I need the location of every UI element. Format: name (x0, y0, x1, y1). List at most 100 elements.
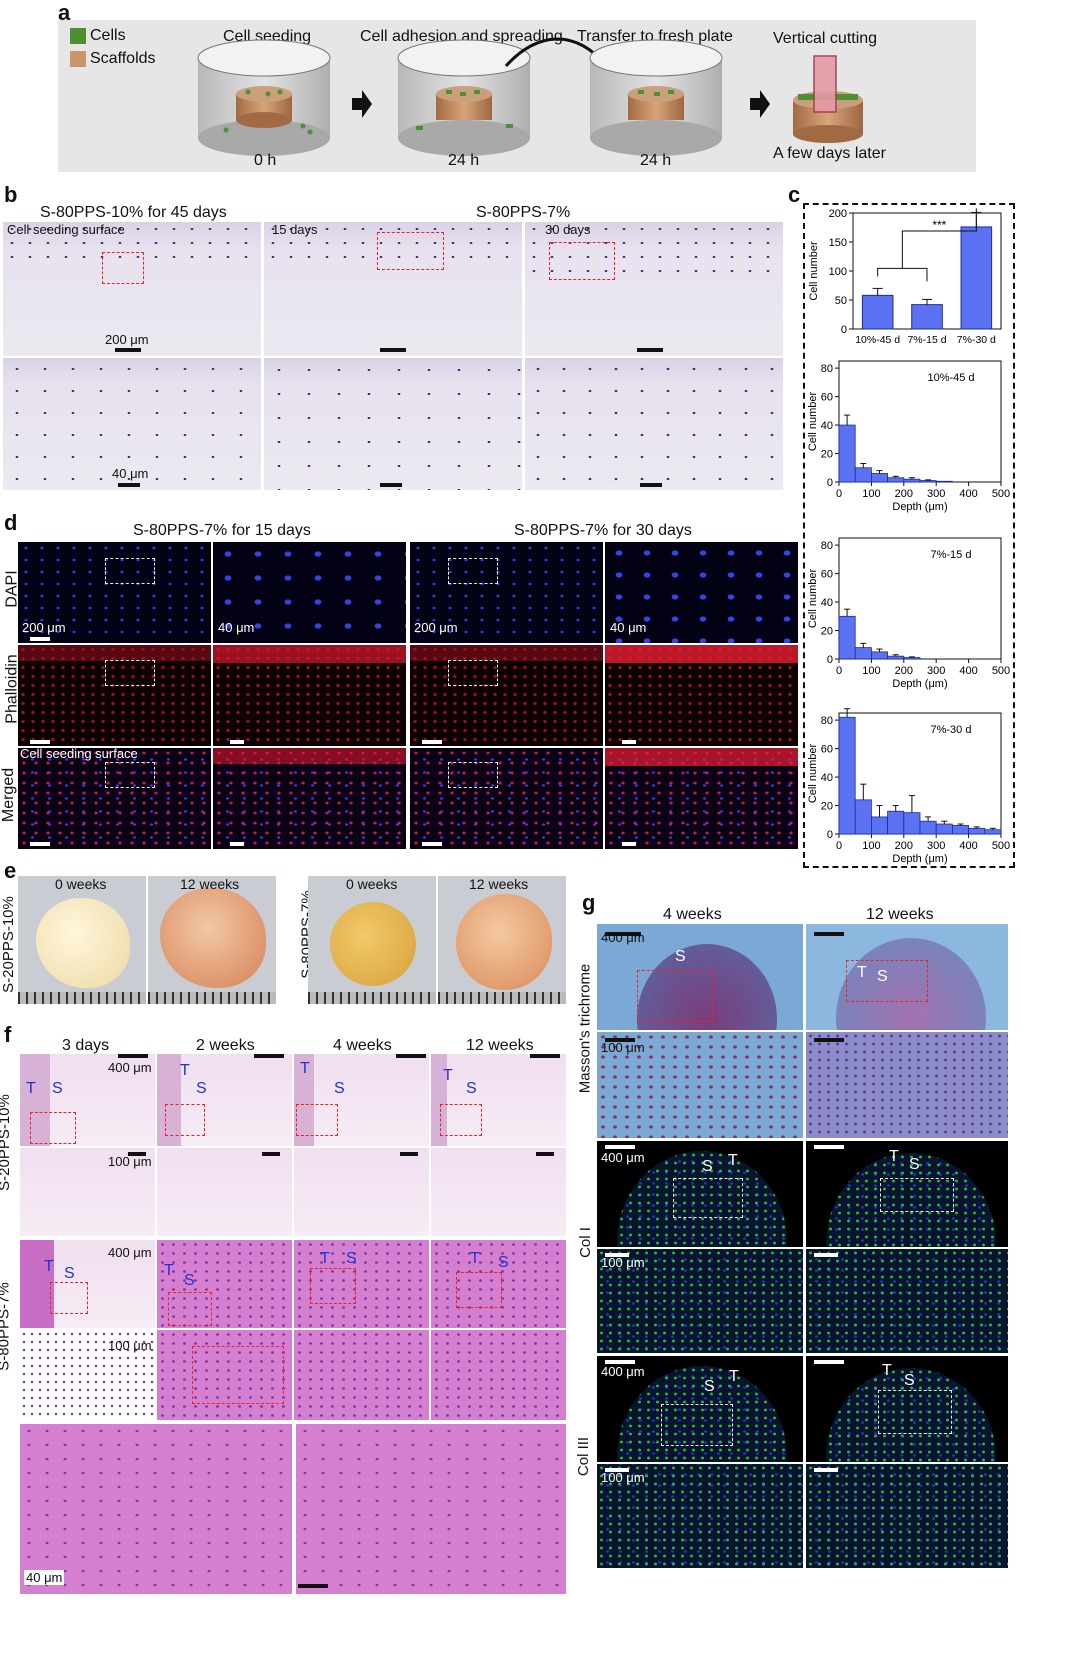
scalebar-d4 (230, 740, 244, 744)
chart1-ytick-label: 50 (835, 295, 847, 307)
g-scale-100-2: 100 μm (601, 1255, 645, 1270)
panel-letter-c: c (788, 182, 801, 207)
f-col4: 12 weeks (466, 1037, 534, 1054)
g-scale-400-3: 400 μm (601, 1364, 645, 1379)
hist-xtick-label: 0 (836, 840, 842, 852)
g-S-2: S (877, 968, 888, 985)
hist-bar (838, 615, 856, 660)
g-S-6: S (904, 1372, 915, 1389)
hist-legend: 7%-15 d (931, 549, 972, 561)
e-12w-left: 12 weeks (180, 876, 240, 892)
chart1-category-label: 7%-15 d (907, 334, 946, 346)
f-col2: 2 weeks (196, 1037, 255, 1054)
f-scalebar-1 (118, 1054, 148, 1058)
g-scalebar-11 (605, 1468, 629, 1472)
g-scale-100-1: 100 μm (601, 1040, 645, 1055)
g-scalebar-4 (814, 1038, 844, 1042)
f-zoom-box-5 (50, 1282, 88, 1314)
merged-30d-overview (410, 748, 603, 849)
scale-40-d2: 40 μm (610, 620, 647, 635)
g-scalebar-12 (814, 1468, 838, 1472)
hist-xtick-label: 100 (862, 488, 880, 500)
hist-ytick-label: 0 (827, 477, 833, 489)
f-scalebar-7 (400, 1152, 418, 1156)
he-7-15d-zoom (264, 358, 522, 490)
hist-ytick-label: 40 (821, 597, 833, 609)
g-scalebar-10 (814, 1360, 844, 1364)
hist-xtick-label: 400 (959, 665, 977, 677)
g-zoom-box-6 (878, 1390, 952, 1434)
panel-b-title-left: S-80PPS-10% for 45 days (40, 204, 227, 221)
scalebar-b4 (118, 483, 140, 487)
chart1-ytick-label: 100 (829, 266, 847, 278)
photo-s20-0w (18, 876, 146, 1004)
hist-ytick-label: 40 (821, 772, 833, 784)
merged-30d-zoom (605, 748, 798, 849)
f-S-6: S (184, 1272, 195, 1289)
he-7-15d-overview (264, 222, 522, 356)
panel-b-title-right: S-80PPS-7% (476, 204, 571, 221)
g-T-2: T (728, 1152, 738, 1169)
hist-xtick-label: 0 (836, 665, 842, 677)
phalloidin-30d-zoom (605, 645, 798, 746)
hist-xtick-label: 400 (959, 488, 977, 500)
f-s20-12w-zoom (431, 1148, 566, 1236)
chart1-category-label: 10%-45 d (855, 334, 900, 346)
scale-200-b: 200 μm (105, 332, 149, 347)
g-masson-4w-zoom (597, 1032, 803, 1138)
hist-ytick-label: 0 (827, 654, 833, 666)
step4-title: Vertical cutting (773, 30, 878, 47)
hist-ytick-label: 80 (821, 715, 833, 727)
scalebar-d5 (230, 842, 244, 846)
hist-bar (935, 823, 953, 835)
scale-200-d2: 200 μm (414, 620, 458, 635)
f-s20-2w-zoom (157, 1148, 292, 1236)
f-T-1: T (26, 1080, 36, 1097)
f-zoom-box-8 (456, 1272, 502, 1308)
photo-s80-0w (308, 876, 436, 1004)
f-s20-12w-overview (431, 1054, 566, 1146)
hist-bar (838, 424, 856, 483)
hist-xtick-label: 300 (927, 840, 945, 852)
chart1-ylabel: Cell number (808, 241, 820, 301)
zoom-box-b2 (377, 232, 444, 270)
g-scalebar-5 (605, 1145, 635, 1149)
g-col3-4w-zoom (597, 1464, 803, 1568)
g-zoom-box-2 (846, 960, 928, 1002)
scale-200-d1: 200 μm (22, 620, 66, 635)
scalebar-d9 (622, 842, 636, 846)
chart1-bar (960, 226, 993, 330)
hist-bar (887, 810, 905, 835)
zoom-box-b1 (102, 252, 144, 284)
hist-xtick-label: 300 (927, 665, 945, 677)
arrow-2 (750, 90, 770, 118)
panel-letter-b: b (4, 182, 18, 207)
scalebar-b6 (640, 483, 662, 487)
f-scalebar-8 (536, 1152, 554, 1156)
g-col3-12w-zoom (806, 1464, 1008, 1568)
g-scalebar-8 (814, 1253, 838, 1257)
g-masson-12w-overview (806, 924, 1008, 1030)
dapi-30d-overview (410, 542, 603, 643)
dapi-15d-zoom (213, 542, 406, 643)
dish-adhesion (397, 39, 531, 156)
hist-bar (951, 825, 969, 835)
f-scalebar-6 (262, 1152, 280, 1156)
scalebar-b2 (380, 348, 406, 352)
g-scalebar-7 (605, 1253, 629, 1257)
g-col3-12w-overview (806, 1356, 1008, 1462)
g-scalebar-2 (814, 932, 844, 936)
scalebar-d3 (30, 842, 50, 846)
g-S-1: S (675, 948, 686, 965)
hist-ytick-label: 60 (821, 392, 833, 404)
g-row1: Masson's trichrome (576, 963, 594, 1094)
f-col3: 4 weeks (333, 1037, 392, 1054)
f-s80-4w-overview (294, 1240, 429, 1328)
hist-bar (984, 829, 1002, 835)
label-30-days: 30 days (545, 222, 591, 237)
hist-ylabel: Cell number (807, 392, 819, 452)
zoom-box-d2 (105, 660, 155, 686)
f-zoom-box-6 (168, 1292, 212, 1326)
hist-xtick-label: 100 (862, 665, 880, 677)
